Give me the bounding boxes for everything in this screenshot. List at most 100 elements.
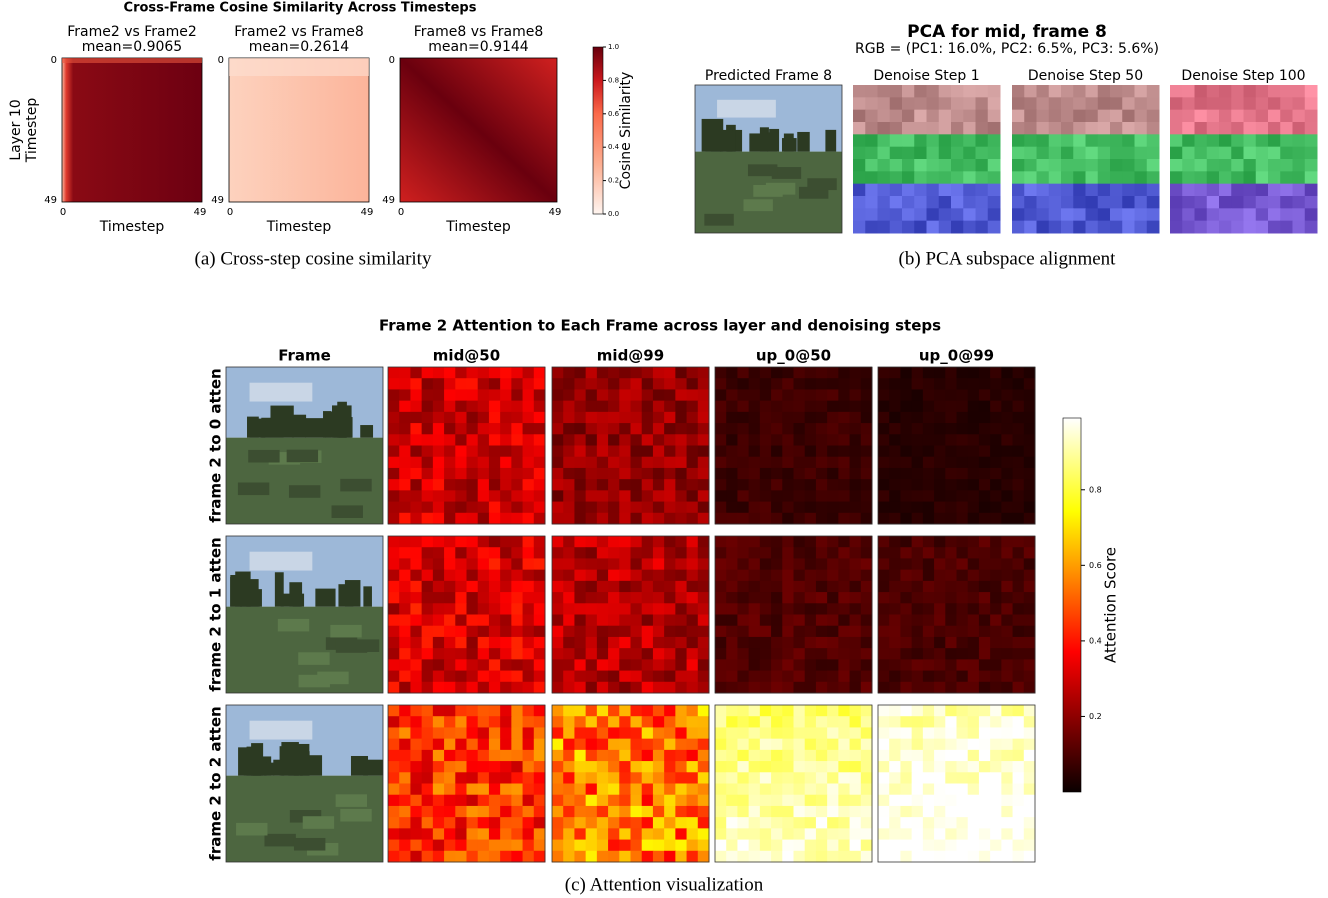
attention-cell	[912, 490, 924, 502]
attention-cell	[489, 513, 501, 525]
pca-cell	[1280, 159, 1293, 172]
attention-cell	[957, 637, 969, 649]
attention-cell	[861, 446, 873, 458]
attention-cell	[850, 490, 862, 502]
attention-cell	[608, 817, 620, 829]
attention-cell	[827, 772, 839, 784]
attention-cell	[534, 615, 546, 627]
pca-cell	[1110, 196, 1123, 209]
pca-cell	[939, 110, 952, 123]
attention-cell	[771, 581, 783, 593]
attention-cell	[805, 547, 817, 559]
attention-cell	[912, 479, 924, 491]
attention-cell	[968, 784, 980, 796]
attention-cell	[455, 659, 467, 671]
attention-cell	[619, 479, 631, 491]
attention-cell	[816, 648, 828, 660]
attention-cell	[467, 851, 479, 863]
attention-cell	[489, 378, 501, 390]
attention-cell	[749, 547, 761, 559]
pca-cell	[1170, 184, 1183, 197]
attention-cell	[489, 840, 501, 852]
pca-cell	[1195, 184, 1208, 197]
attention-cell	[489, 784, 501, 796]
attention-cell	[816, 367, 828, 379]
attention-cell	[422, 547, 434, 559]
attention-cell	[957, 490, 969, 502]
attention-cell	[771, 772, 783, 784]
attention-cell	[388, 615, 400, 627]
pca-cell	[951, 184, 964, 197]
pca-cell	[1231, 159, 1244, 172]
attention-cell	[489, 750, 501, 762]
attention-cell	[726, 637, 738, 649]
attention-cell	[489, 468, 501, 480]
attention-cell	[1001, 468, 1013, 480]
attention-cell	[737, 423, 749, 435]
attention-cell	[838, 659, 850, 671]
attention-cell	[675, 570, 687, 582]
attention-cell	[1024, 840, 1036, 852]
attention-cell	[861, 817, 873, 829]
attention-cell	[563, 739, 575, 751]
attention-cell	[552, 659, 564, 671]
attention-cell	[500, 772, 512, 784]
pca-cell	[1147, 159, 1160, 172]
attention-cell	[782, 389, 794, 401]
attention-cell	[410, 603, 422, 615]
attention-cell	[771, 840, 783, 852]
attention-cell	[455, 468, 467, 480]
attention-cell	[923, 479, 935, 491]
attention-cell	[664, 784, 676, 796]
pca-cell	[865, 221, 878, 234]
attention-cell	[737, 513, 749, 525]
pca-cell	[1086, 122, 1099, 135]
attention-cell	[574, 502, 586, 514]
pca-cell	[1195, 147, 1208, 160]
pca-cell	[1073, 196, 1086, 209]
pca-cell	[939, 208, 952, 221]
pca-cell	[1293, 221, 1306, 234]
attention-cell	[698, 592, 710, 604]
attention-cell	[771, 648, 783, 660]
attention-cell	[760, 772, 772, 784]
attention-cell	[422, 367, 434, 379]
attention-cell	[990, 851, 1002, 863]
attention-cell	[410, 490, 422, 502]
attention-cell	[923, 795, 935, 807]
attention-cell	[850, 502, 862, 514]
attention-cell	[631, 457, 643, 469]
attention-cell	[597, 817, 609, 829]
attention-cell	[586, 581, 598, 593]
attention-cell	[552, 558, 564, 570]
attention-cell	[889, 671, 901, 683]
attention-cell	[687, 659, 699, 671]
attention-cell	[878, 671, 890, 683]
panel-title: Cross-Frame Cosine Similarity Across Tim…	[124, 1, 477, 16]
attention-cell	[749, 705, 761, 717]
pca-cell	[1256, 184, 1269, 197]
attention-cell	[816, 615, 828, 627]
attention-cell	[737, 490, 749, 502]
terrain	[743, 199, 772, 211]
attention-cell	[574, 659, 586, 671]
pca-cell	[976, 122, 989, 135]
attention-cell	[945, 412, 957, 424]
attention-cell	[934, 682, 946, 694]
attention-cell	[552, 434, 564, 446]
attention-cell	[422, 513, 434, 525]
attention-cell	[900, 795, 912, 807]
attention-cell	[422, 716, 434, 728]
attention-cell	[399, 468, 411, 480]
attention-cell	[782, 434, 794, 446]
attention-cell	[861, 547, 873, 559]
attention-cell	[552, 570, 564, 582]
attention-cell	[861, 479, 873, 491]
pca-cell	[902, 159, 915, 172]
subplot-title: Frame2 vs Frame8	[234, 24, 364, 40]
attention-cell	[760, 434, 772, 446]
attention-cell	[934, 502, 946, 514]
tree	[315, 589, 335, 607]
attention-cell	[664, 570, 676, 582]
attention-cell	[794, 682, 806, 694]
